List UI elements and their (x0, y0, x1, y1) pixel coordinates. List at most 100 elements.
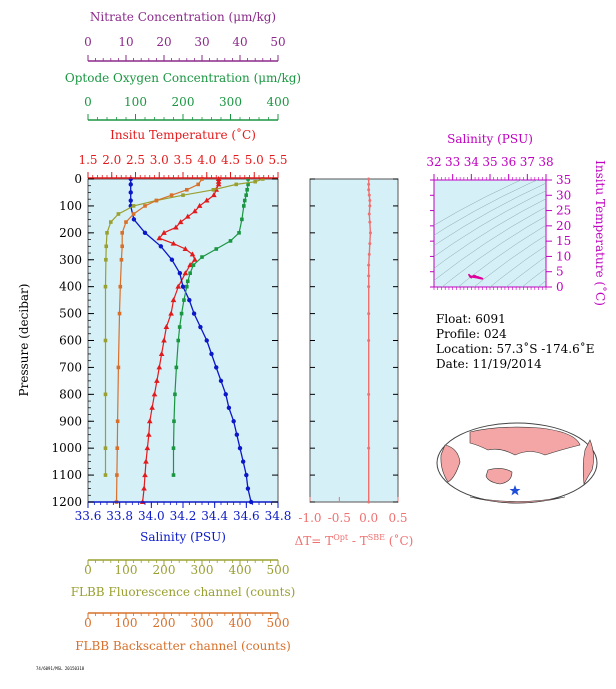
dt-axis-title: ΔT= TOpt - TSBE (˚C) (295, 533, 414, 548)
ts-y-tick-label: 35 (556, 173, 571, 187)
ts-x-tick-label: 35 (482, 155, 497, 169)
salinity-point (214, 365, 219, 370)
temperature-tick-label: 2.5 (126, 153, 145, 167)
float-info: Float: 6091 Profile: 024 Location: 57.3˚… (436, 312, 594, 372)
oxygen-series (171, 177, 250, 477)
oxygen-point (185, 279, 190, 284)
oxygen-point (171, 446, 176, 450)
backscatter-point (120, 244, 124, 249)
temperature-tick-label: 4.5 (221, 153, 240, 167)
dt-point (367, 188, 371, 192)
oxygen-tick-label: 200 (172, 95, 195, 109)
dt-point (368, 199, 372, 203)
temperature-point (168, 310, 174, 316)
fluorescence-point (253, 179, 257, 184)
temperature-tick-label: 5.0 (245, 153, 264, 167)
oxygen-tick-label: 100 (124, 95, 147, 109)
temperature-tick-label: 2.0 (102, 153, 121, 167)
ts-y-tick-label: 20 (556, 219, 571, 233)
oxygen-axis-title: Optode Oxygen Concentration (μm/kg) (65, 71, 301, 85)
backscatter-axis-title: FLBB Backscatter channel (counts) (75, 639, 291, 653)
oxygen-tick-label: 0 (84, 95, 92, 109)
ts-density-contour (434, 182, 546, 246)
temperature-point (173, 224, 179, 230)
salinity-tick-label: 33.8 (106, 509, 133, 523)
ts-density-contour (457, 224, 546, 287)
dt-point (367, 252, 371, 256)
temperature-point (203, 197, 210, 203)
temperature-point (211, 192, 217, 198)
temperature-point (143, 458, 149, 464)
dt-point (367, 339, 371, 342)
temperature-point (170, 240, 177, 246)
dt-point (367, 182, 371, 186)
pressure-tick-label: 100 (59, 199, 82, 213)
backscatter-point (119, 257, 124, 262)
oxygen-point (182, 298, 186, 302)
oxygen-point (245, 187, 249, 192)
salinity-point (237, 445, 243, 451)
salinity-point (128, 190, 133, 195)
ts-density-contour (521, 267, 546, 287)
pressure-tick-label: 1100 (51, 468, 82, 482)
backscatter-point (117, 311, 122, 316)
fluorescence-point (103, 284, 108, 289)
pressure-tick-label: 1000 (51, 441, 82, 455)
temperature-point (177, 219, 184, 225)
fluorescence-tick-label: 100 (115, 563, 138, 577)
pressure-tick-label: 500 (59, 307, 82, 321)
oxygen-point (171, 473, 176, 477)
fluorescence-point (109, 220, 113, 224)
salinity-tick-label: 34.0 (138, 509, 165, 523)
fluorescence-point (103, 338, 108, 343)
ts-x-tick-label: 36 (501, 155, 516, 169)
oxygen-point (188, 271, 192, 276)
fluorescence-axis: 0 100 200 300 400 500 FLBB Fluorescence channe… (71, 559, 296, 599)
dt-point (367, 312, 371, 316)
fluorescence-point (103, 392, 108, 397)
backscatter-point (169, 193, 174, 197)
temperature-point (156, 235, 163, 241)
backscatter-point (154, 198, 159, 203)
dt-plot-layer: -1.0 -0.5 0.0 0.5 ΔT= TOpt - TSBE (˚C) (295, 177, 414, 548)
float-id: Float: 6091 (436, 312, 506, 326)
backscatter-series (114, 177, 204, 504)
ts-x-tick-label: 34 (464, 155, 480, 169)
oxygen-point (185, 284, 189, 289)
temperature-point (215, 178, 222, 184)
fluorescence-tick-label: 400 (229, 563, 252, 577)
oxygen-point (246, 177, 250, 181)
ts-x-tick-label: 38 (538, 155, 553, 169)
ts-y-axis-title: Insitu Temperature (˚C) (593, 160, 608, 306)
dt-point (367, 193, 371, 197)
fluorescence-point (103, 446, 108, 450)
temperature-point (151, 391, 158, 397)
ts-y-tick-label: 30 (556, 188, 571, 202)
salinity-tick-label: 34.2 (170, 509, 197, 523)
oxygen-point (242, 198, 247, 203)
backscatter-point (118, 284, 123, 289)
ts-density-contour (434, 206, 546, 281)
ts-y-tick-label: 5 (556, 265, 564, 279)
nitrate-tick-label: 10 (118, 35, 133, 49)
temperature-point (146, 418, 153, 424)
backscatter-point (185, 187, 189, 192)
fluorescence-axis-title: FLBB Fluorescence channel (counts) (71, 585, 296, 599)
nitrate-tick-label: 50 (270, 35, 285, 49)
float-location-star-icon (509, 485, 521, 496)
temperature-point (149, 404, 155, 410)
salinity-tick-label: 34.8 (265, 509, 292, 523)
oxygen-point (240, 217, 244, 222)
dt-point (367, 212, 371, 216)
ts-y-tick-label: 0 (556, 280, 564, 294)
pressure-tick-label: 900 (59, 414, 82, 428)
oxygen-tick-label: 300 (219, 95, 242, 109)
fluorescence-point (261, 177, 265, 181)
fluorescence-point (131, 204, 136, 208)
map-asia-landmass (469, 426, 581, 456)
backscatter-tick-label: 500 (267, 616, 290, 630)
backscatter-point (196, 182, 200, 187)
salinity-point (180, 284, 186, 289)
dt-tick-label: -0.5 (328, 511, 351, 525)
salinity-point (169, 257, 175, 262)
